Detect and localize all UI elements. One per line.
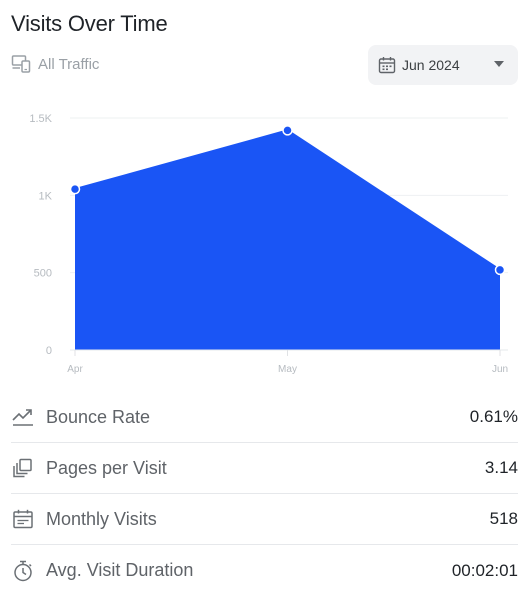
visits-area-chart: 0 500 1K 1.5K Apr May Jun	[29, 113, 508, 375]
calendar-icon	[11, 507, 35, 531]
metric-value: 0.61%	[469, 407, 518, 426]
metric-avg-visit-duration: Avg. Visit Duration 00:02:01	[11, 545, 518, 596]
visits-area	[75, 130, 500, 350]
date-select[interactable]: Jun 2024	[368, 45, 518, 85]
chevron-down-icon	[494, 61, 504, 67]
y-tick-label: 1.5K	[29, 113, 52, 125]
traffic-filter-label: All Traffic	[38, 55, 100, 73]
trend-up-icon	[11, 405, 35, 429]
metric-value: 00:02:01	[451, 560, 518, 580]
metric-pages-per-visit: Pages per Visit 3.14	[11, 443, 518, 494]
visits-chart: 0 500 1K 1.5K Apr May Jun	[0, 108, 528, 380]
x-tick-label: May	[278, 364, 297, 375]
date-select-value: Jun 2024	[402, 57, 460, 73]
data-point	[69, 183, 81, 195]
data-point	[494, 264, 506, 276]
metric-monthly-visits: Monthly Visits 518	[11, 494, 518, 545]
metric-value: 518	[489, 509, 518, 528]
y-tick-label: 0	[46, 345, 52, 357]
metrics-list: Bounce Rate 0.61% Pages per Visit 3.14 M…	[11, 392, 518, 596]
metric-label: Pages per Visit	[46, 457, 167, 478]
metric-value: 3.14	[484, 458, 518, 477]
widget-title: Visits Over Time	[11, 11, 168, 36]
data-point	[282, 125, 293, 136]
traffic-filter[interactable]: All Traffic	[11, 52, 99, 76]
metric-label: Avg. Visit Duration	[46, 560, 194, 580]
devices-icon	[11, 54, 38, 74]
filter-row: All Traffic Jun 2024	[11, 45, 518, 86]
metric-label: Bounce Rate	[46, 406, 151, 427]
y-tick-label: 1K	[39, 190, 53, 202]
metric-label: Monthly Visits	[46, 508, 157, 529]
x-tick-label: Jun	[492, 364, 508, 375]
x-tick-label: Apr	[67, 364, 83, 375]
calendar-icon	[378, 56, 396, 74]
y-tick-label: 500	[34, 268, 52, 280]
timer-icon	[11, 559, 35, 583]
pages-icon	[11, 456, 35, 480]
metric-bounce-rate: Bounce Rate 0.61%	[11, 392, 518, 443]
